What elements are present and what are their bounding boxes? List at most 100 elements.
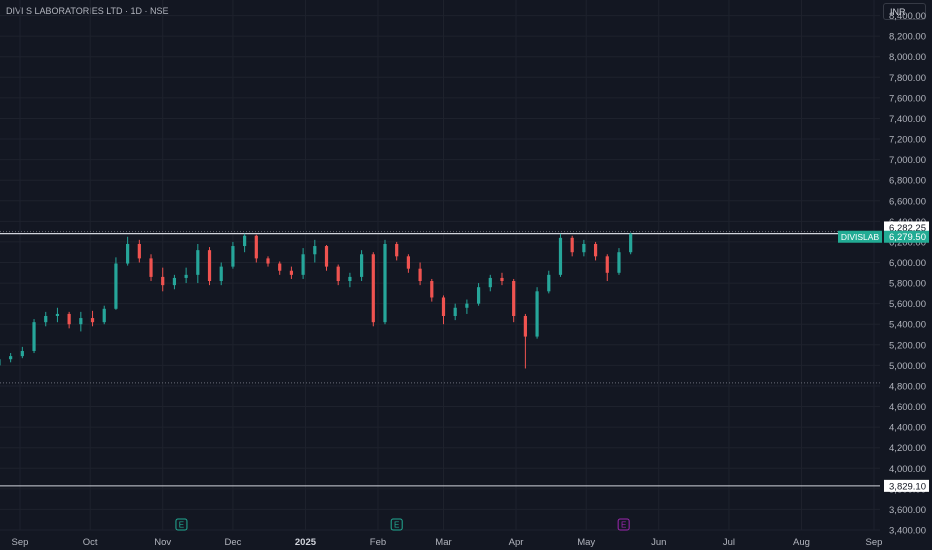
candle-body (476, 287, 481, 304)
candle-body (32, 322, 36, 351)
candle-body (243, 235, 247, 247)
candle-body (605, 256, 609, 273)
candle-body (20, 350, 24, 357)
x-tick-label: Sep (12, 537, 29, 548)
candle-body (336, 266, 340, 282)
candle-body (313, 246, 317, 255)
candle-body (172, 277, 177, 286)
y-tick-label: 4,400.00 (889, 423, 926, 434)
chart-title: DIVI S LABORATORIES LTD · 1D · NSE (6, 6, 169, 16)
candle-body (593, 243, 598, 257)
earnings-marker-label: E (621, 521, 626, 530)
candle-body (453, 307, 457, 316)
y-tick-label: 7,200.00 (889, 135, 926, 146)
x-tick-label: Jul (723, 537, 735, 548)
candle-body (441, 297, 446, 316)
candle-body (371, 254, 375, 323)
candle-body (406, 256, 410, 269)
candle-body (289, 270, 294, 275)
y-tick-label: 8,000.00 (889, 52, 926, 63)
y-tick-label: 4,800.00 (889, 381, 926, 392)
y-tick-label: 6,800.00 (889, 176, 926, 187)
earnings-marker (390, 518, 403, 531)
earnings-marker-label: E (179, 521, 184, 530)
y-tick-label: 5,600.00 (889, 299, 926, 310)
y-tick-label: 6,200.00 (889, 237, 926, 248)
candle-body (0, 359, 1, 366)
earnings-marker (617, 518, 630, 531)
y-tick-label: 4,000.00 (889, 464, 926, 475)
candle-body (582, 243, 586, 253)
candle-body (348, 276, 352, 282)
y-tick-label: 7,000.00 (889, 155, 926, 166)
price-label-box (884, 479, 929, 492)
currency-selector[interactable]: INR (883, 3, 926, 20)
candle-body (383, 243, 387, 323)
y-tick-label: 5,800.00 (889, 279, 926, 290)
candle-body (219, 266, 223, 282)
candle-body (161, 276, 165, 286)
y-tick-label: 3,400.00 (889, 526, 926, 537)
price-label: 6,282.25 (889, 223, 926, 234)
candle-body (301, 254, 305, 275)
candle-body (535, 291, 539, 337)
candle-body (324, 246, 329, 267)
candle-body (558, 237, 563, 275)
candle-body (360, 254, 364, 277)
candle-body (231, 246, 235, 267)
symbol-label-box (838, 230, 882, 243)
candle-body (266, 258, 270, 264)
price-label: 6,279.50 (889, 232, 926, 243)
candle-body (465, 303, 469, 308)
symbol-label: DIVISLAB (841, 232, 880, 242)
candle-body (488, 277, 492, 288)
y-tick-label: 8,200.00 (889, 32, 926, 43)
y-tick-label: 8,400.00 (889, 11, 926, 22)
y-tick-label: 5,400.00 (889, 320, 926, 331)
candle-body (547, 274, 551, 292)
candle-body (430, 281, 434, 298)
x-tick-label: Apr (509, 537, 524, 548)
candle-body (523, 316, 527, 337)
price-label-box (884, 230, 929, 243)
x-tick-label: 2025 (295, 537, 317, 548)
candle-body (79, 318, 83, 325)
x-tick-label: Feb (370, 537, 386, 548)
candle-body (570, 237, 574, 253)
x-tick-label: Sep (866, 537, 883, 548)
candle-body (184, 274, 188, 278)
y-tick-label: 5,000.00 (889, 361, 926, 372)
y-tick-label: 4,200.00 (889, 443, 926, 454)
x-tick-label: Aug (793, 537, 810, 548)
x-tick-label: Nov (154, 537, 171, 548)
y-tick-label: 4,600.00 (889, 402, 926, 413)
y-tick-label: 6,000.00 (889, 258, 926, 269)
candle-body (114, 263, 118, 309)
price-label: 3,829.10 (889, 481, 926, 492)
candle-body (629, 233, 633, 253)
candle-body (102, 308, 106, 323)
x-tick-label: Jun (651, 537, 666, 548)
candle-body (67, 313, 71, 325)
candle-body (44, 316, 48, 323)
earnings-marker (175, 518, 188, 531)
candle-body (55, 313, 60, 316)
candle-body (418, 268, 422, 282)
candle-body (500, 277, 504, 282)
x-tick-label: May (577, 537, 595, 548)
candle-body (278, 263, 282, 271)
x-tick-label: Dec (224, 537, 241, 548)
y-tick-label: 7,400.00 (889, 114, 926, 125)
earnings-marker-label: E (394, 521, 399, 530)
x-tick-label: Oct (83, 537, 98, 548)
y-tick-label: 6,600.00 (889, 196, 926, 207)
x-tick-label: Mar (435, 537, 451, 548)
price-label-box (884, 221, 929, 234)
candle-body (207, 250, 212, 282)
y-tick-label: 7,600.00 (889, 93, 926, 104)
candle-body (254, 235, 258, 259)
y-tick-label: 3,600.00 (889, 505, 926, 516)
candle-body (512, 281, 516, 316)
candle-body (137, 243, 141, 259)
